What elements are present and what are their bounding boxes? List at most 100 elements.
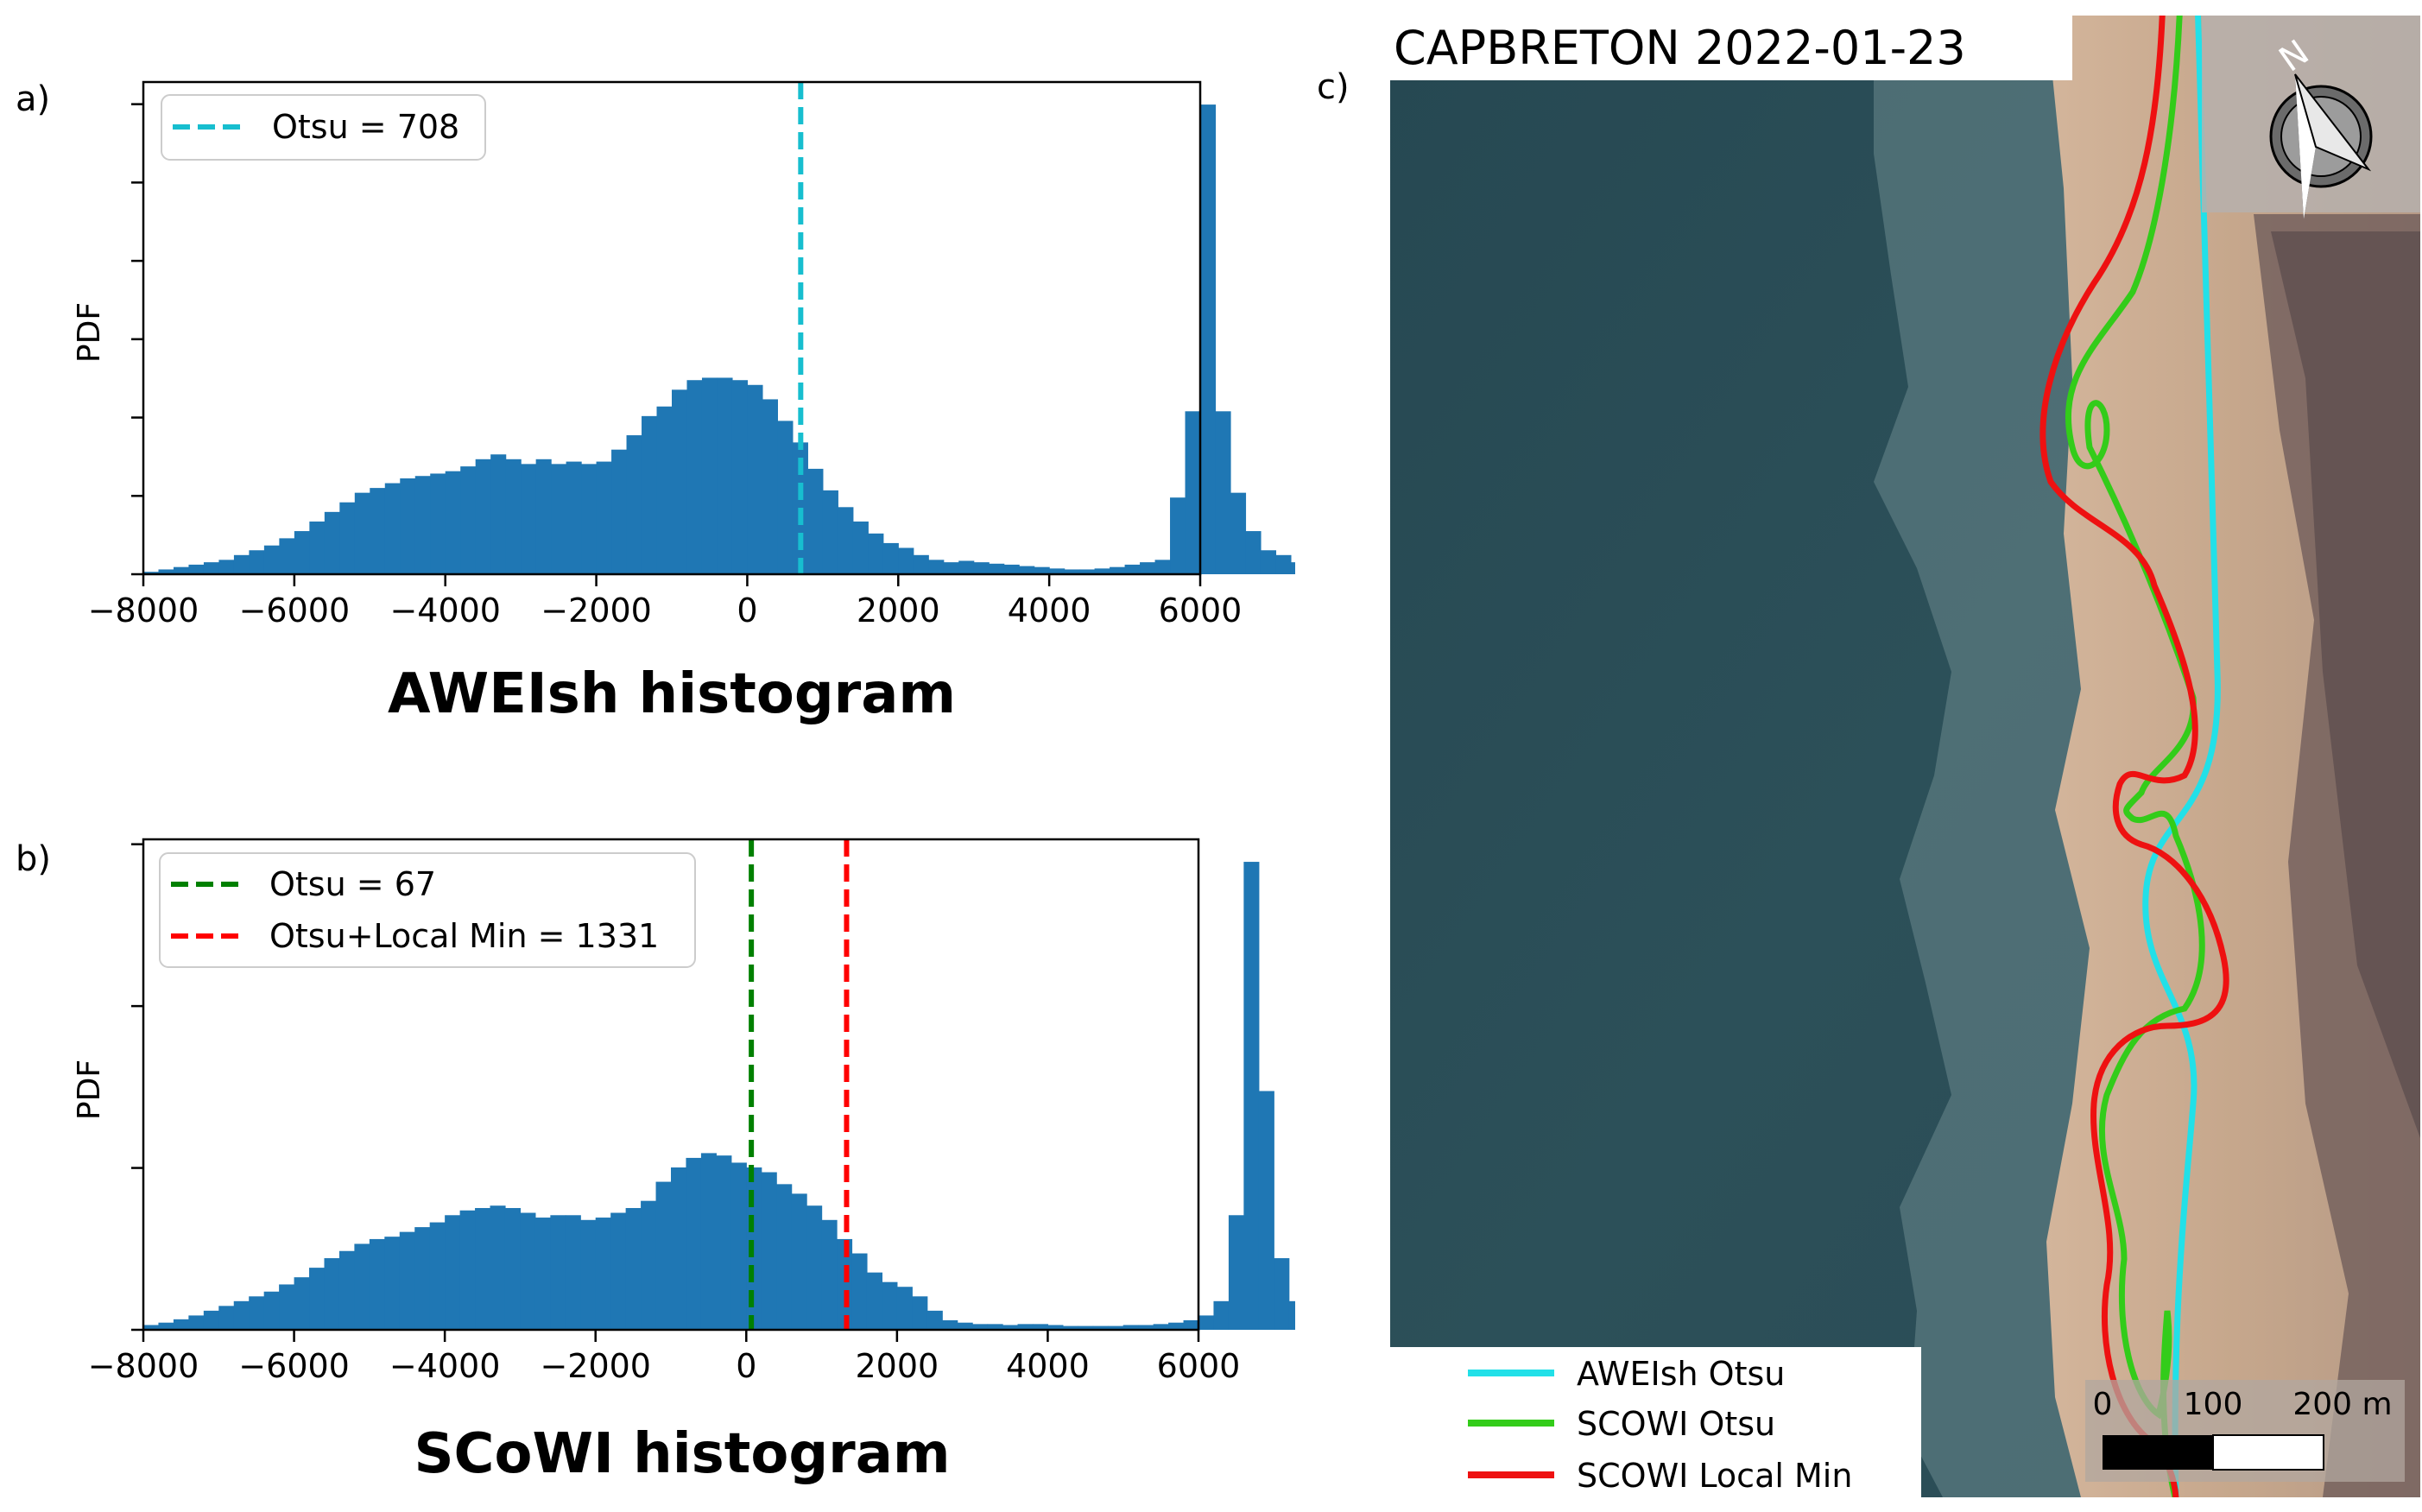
map-legend-aweish-label: AWEIsh Otsu (1577, 1355, 1785, 1393)
b-bar (1168, 1322, 1185, 1330)
a-bar (505, 459, 522, 574)
a-bar (642, 415, 658, 574)
scowi-legend-localmin-label: Otsu+Local Min = 1331 (269, 917, 659, 955)
awei-histogram-chart: a) PDF −8000 −6000 −4000 −2000 0 2000 4000 6000… (16, 79, 1295, 726)
b-bar (1002, 1325, 1019, 1330)
b-bar (655, 1181, 672, 1330)
b-bar (550, 1215, 566, 1330)
scale-label-200m: 200 m (2292, 1387, 2392, 1422)
b-bar (399, 1231, 415, 1330)
b-bar (188, 1315, 205, 1330)
aweish-otsu-shoreline (2142, 16, 2221, 1497)
a-bar (294, 531, 310, 574)
a-bar (566, 461, 582, 574)
a-bar (656, 406, 673, 574)
b-bar (1138, 1325, 1154, 1330)
scowi-legend-box (159, 852, 696, 968)
a-bar (414, 476, 431, 574)
b-bar (716, 1155, 732, 1330)
a-bar (249, 550, 265, 574)
b-bar (1258, 1091, 1274, 1330)
scowi-plot-frame (142, 838, 1200, 1332)
a-xtick-label: −2000 (541, 592, 652, 629)
awei-legend-otsu-label: Otsu = 708 (272, 108, 459, 146)
a-bar (1019, 566, 1035, 574)
b-bar (1092, 1325, 1109, 1330)
b-bar (1017, 1324, 1034, 1330)
awei-plot-frame (142, 80, 1202, 576)
panel-a-label: a) (16, 79, 50, 119)
a-bar (445, 471, 461, 574)
b-bar (429, 1222, 446, 1330)
scowi-bars (143, 862, 1295, 1330)
scale-label-0: 0 (2093, 1387, 2113, 1422)
panel-c-label: c) (1317, 67, 1350, 107)
b-bar (565, 1215, 581, 1330)
a-bar (1154, 560, 1171, 574)
b-bar (821, 1219, 838, 1330)
awei-y-ticks (131, 103, 143, 576)
a-bar (1215, 411, 1231, 574)
scale-label-100: 100 (2184, 1387, 2243, 1422)
scowi-legend: Otsu = 67 Otsu+Local Min = 1331 (159, 852, 696, 968)
b-bar (1122, 1325, 1139, 1330)
b-bar (445, 1215, 461, 1330)
a-bar (973, 562, 990, 574)
awei-histogram-title: AWEIsh histogram (388, 662, 956, 726)
a-bar (1230, 492, 1247, 574)
b-bar (459, 1210, 476, 1330)
a-bar (203, 562, 220, 574)
a-bar (490, 454, 507, 574)
b-bar (143, 1325, 160, 1330)
panel-b-ylabel: PDF (72, 1060, 107, 1120)
a-bar (943, 562, 959, 574)
b-bar (279, 1284, 295, 1330)
b-bar (746, 1167, 762, 1330)
awei-legend-box (161, 94, 486, 161)
a-bar (928, 560, 945, 574)
b-bar (324, 1258, 340, 1330)
a-bar (989, 563, 1005, 574)
b-bar (1047, 1325, 1064, 1330)
a-bar (672, 389, 688, 574)
a-bar (626, 435, 642, 574)
b-bar (1274, 1258, 1290, 1330)
b-bar (414, 1227, 431, 1330)
b-xtick-label: −8000 (88, 1347, 199, 1385)
scowi-threshold-lines (749, 839, 850, 1330)
b-bar (490, 1205, 506, 1330)
a-bar (143, 572, 160, 574)
a-bar (747, 384, 763, 574)
b-bar (384, 1237, 401, 1330)
b-bar (369, 1238, 385, 1330)
a-bar (1124, 564, 1141, 574)
b-xtick-label: 2000 (855, 1347, 939, 1385)
a-bar (611, 449, 628, 574)
b-bar (866, 1272, 882, 1330)
map-legend-scowi-otsu-label: SCOWI Otsu (1577, 1405, 1775, 1443)
a-xtick-label: 6000 (1159, 592, 1243, 629)
a-bar (279, 538, 295, 574)
a-bar (339, 502, 356, 574)
b-bar (1198, 1315, 1215, 1330)
b-bar (610, 1212, 627, 1330)
b-bar (233, 1300, 250, 1330)
a-bar (1110, 566, 1126, 574)
a-bar (762, 399, 778, 574)
a-bar (370, 488, 386, 574)
b-bar (520, 1212, 536, 1330)
a-xtick-label: 4000 (1008, 592, 1091, 629)
b-bar (1032, 1324, 1049, 1330)
a-bar (596, 461, 612, 574)
map-title-box (1390, 16, 2072, 80)
b-bar (987, 1324, 1003, 1330)
b-bar (700, 1153, 717, 1330)
a-bar (1200, 104, 1217, 575)
a-xtick-label: 0 (737, 592, 757, 629)
a-bar (551, 464, 567, 574)
b-bar (475, 1207, 491, 1330)
b-bar (730, 1162, 747, 1330)
a-bar (882, 542, 899, 574)
map-legend-scowi-localmin-label: SCOWI Local Min (1577, 1457, 1852, 1495)
a-bar (1064, 569, 1080, 574)
